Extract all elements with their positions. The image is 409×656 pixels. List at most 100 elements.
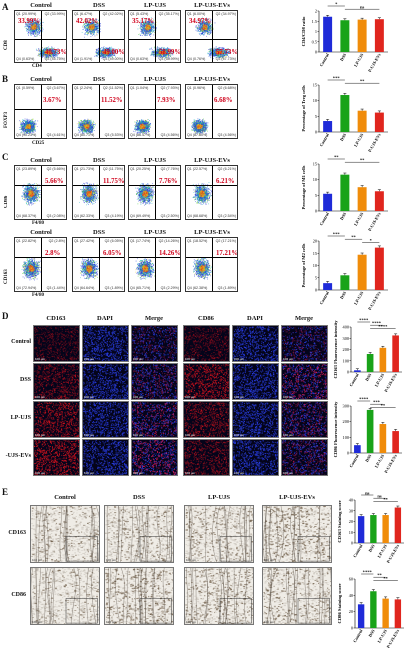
quadrant-q1: Q1 (18.52%) [187, 239, 207, 243]
scale-bar-text: 100 μm [185, 471, 195, 475]
scale-bar-text: 100 μm [283, 433, 293, 437]
percentage-highlight: 34.97% [189, 18, 211, 25]
y-tick-label: 10 [313, 177, 317, 182]
ihc-image: 100 μm [262, 505, 332, 563]
group-title: Control [13, 229, 69, 236]
x-tick-label: Control [319, 211, 331, 227]
bar-chart-d-cd86: 0 100 200 300 CD86 Fluorescence intensity Con… [332, 397, 404, 473]
y-tick-label: 15 [313, 83, 317, 88]
x-axis-label-c-bottom: F4/80 [32, 293, 44, 298]
flow-plot-c-top: Q1 (21.73%) Q2 (11.75%) Q4 (62.33%) Q3 (4.1… [72, 165, 125, 220]
gate-horizontal [129, 39, 180, 40]
panel-label-c: C [2, 152, 9, 162]
scale-bar-text: 100 μm [283, 395, 293, 399]
significance-marker: ** [360, 79, 365, 84]
row-label: -UJS-EVs [0, 453, 31, 459]
bar [375, 248, 384, 290]
quadrant-q2: Q2 (11.75%) [103, 167, 123, 171]
gate-vertical [41, 238, 42, 291]
group-title: LP-UJS [127, 76, 183, 83]
if-image-cd86: 100 μm [183, 363, 230, 400]
quadrant-q3: Q3 (49.00%) [103, 57, 123, 61]
column-header: CD86 [178, 315, 234, 322]
ihc-image: 100 μm [30, 505, 100, 563]
x-tick-label: DSS [339, 52, 348, 62]
ihc-image: 100 μm [262, 567, 332, 625]
gate-vertical [41, 85, 42, 138]
bar [358, 604, 364, 628]
group-title: DSS [71, 229, 127, 236]
quadrant-q1: Q1 (1.04%) [130, 86, 148, 90]
if-image-merge: 100 μm [281, 363, 328, 400]
y-axis-label: CD86 Fluorescence intensity [333, 401, 338, 458]
scale-bar-text: 100 μm [84, 433, 94, 437]
significance-marker: *** [373, 400, 381, 405]
if-image-cd163: 100 μm [33, 363, 80, 400]
scale-bar-text: 100 μm [234, 433, 244, 437]
quadrant-q1: Q1 (0.59%) [16, 86, 34, 90]
x-tick-label: DSS [339, 211, 348, 221]
scale-bar-text: 100 μm [185, 357, 195, 361]
scale-bar-text: 100 μm [264, 558, 274, 562]
y-tick-label: 0 [347, 451, 349, 456]
column-header: DAPI [77, 315, 133, 322]
significance-marker: ns [365, 491, 370, 495]
x-tick-label: DSS [367, 628, 376, 638]
bar [340, 20, 349, 52]
quadrant-q2: Q2 (6.21%) [218, 167, 236, 171]
if-image-cd86: 100 μm [183, 325, 230, 362]
y-tick-label: 0 [351, 541, 353, 546]
if-image-merge: 100 μm [131, 363, 178, 400]
bar [340, 95, 349, 132]
quadrant-q1: Q1 (0.96%) [187, 86, 205, 90]
significance-marker: **** [363, 570, 373, 574]
percentage-highlight: 5.66% [45, 178, 64, 185]
group-title: LP-UJS [127, 2, 183, 9]
quadrant-q2: Q2 (7.76%) [161, 167, 179, 171]
bar [367, 354, 374, 372]
scale-bar-text: 100 μm [185, 395, 195, 399]
significance-marker: *** [333, 76, 341, 80]
x-tick-label: LP-UJS-EVs [366, 290, 382, 310]
flow-plot-a: Q1 (6.00%) Q2 (34.97%) Q4 (0.76%) Q3 (57.73… [185, 10, 238, 63]
scale-bar-text: 100 μm [84, 471, 94, 475]
group-title: LP-UJS-EVs [184, 76, 240, 83]
y-tick-label: 10 [313, 263, 317, 268]
percentage-highlight: 3.67% [43, 97, 62, 104]
micrograph-texture [185, 506, 254, 563]
column-header: Merge [276, 315, 332, 322]
group-title: Control [13, 157, 69, 164]
gate-horizontal [129, 109, 180, 110]
y-axis-label: Percentage of Treg cells [301, 85, 306, 131]
column-header: CD163 [28, 315, 84, 322]
y-axis-label: Percentage of M2 cells [301, 243, 306, 287]
scale-bar-text: 100 μm [234, 471, 244, 475]
quadrant-q1: Q1 (5.43%) [130, 12, 148, 16]
quadrant-q3: Q3 (1.89%) [105, 286, 123, 290]
if-image-merge: 100 μm [131, 325, 178, 362]
group-title: DSS [71, 157, 127, 164]
percentage-highlight: 33.99% [18, 18, 40, 25]
bar [392, 335, 399, 372]
scale-bar-text: 100 μm [186, 620, 196, 624]
if-image-dapi: 100 μm [232, 363, 279, 400]
y-tick-label: 0 [315, 288, 317, 293]
column-header: LP-UJS-EVs [269, 494, 325, 501]
gate-horizontal [15, 109, 66, 110]
bar [358, 255, 367, 290]
y-tick-label: 0.5 [312, 39, 317, 44]
quadrant-q3: Q3 (58.99%) [159, 57, 179, 61]
quadrant-q4: Q4 (68.37%) [16, 214, 36, 218]
gate-horizontal [73, 109, 124, 110]
quadrant-q2: Q2 (7.93%) [161, 86, 179, 90]
percentage-highlight: 35.17% [132, 18, 154, 25]
bar [382, 599, 388, 628]
x-tick-label: LP-UJS [353, 211, 365, 227]
quadrant-q4: Q4 (80.71%) [74, 133, 94, 137]
x-axis-label-a: CD4 [32, 64, 42, 69]
group-title: LP-UJS-EVs [184, 2, 240, 9]
y-tick-label: 15 [313, 251, 317, 256]
quadrant-q2: Q2 (33.99%) [45, 12, 65, 16]
y-tick-label: 15 [313, 162, 317, 167]
gate-vertical [155, 85, 156, 138]
